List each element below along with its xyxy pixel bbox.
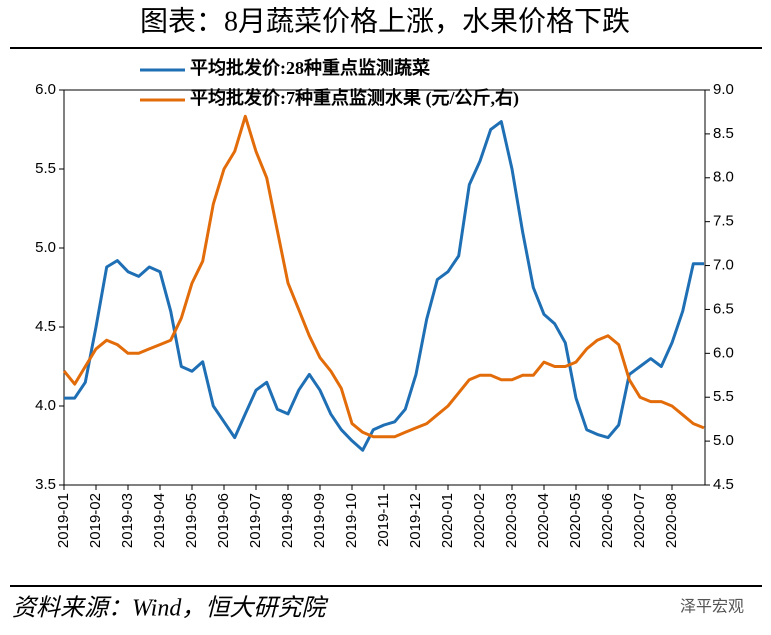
y2-tick-label: 6.5	[713, 300, 734, 317]
y2-tick-label: 6.0	[713, 344, 734, 361]
series-line	[62, 114, 705, 439]
y2-tick-label: 9.0	[713, 81, 734, 98]
source-note: 资料来源：Wind，恒大研究院	[12, 595, 329, 622]
x-tick-label: 2019-10	[343, 493, 360, 548]
y-tick-label: 3.5	[35, 476, 56, 493]
y2-tick-label: 8.5	[713, 125, 734, 142]
x-tick-label: 2019-12	[407, 493, 424, 548]
y-tick-label: 5.5	[35, 160, 56, 177]
x-tick-label: 2019-03	[119, 493, 136, 548]
y-tick-label: 6.0	[35, 81, 56, 98]
series-line	[64, 120, 704, 452]
y2-tick-label: 7.5	[713, 213, 734, 230]
watermark: 泽平宏观	[680, 598, 744, 616]
x-tick-label: 2019-11	[375, 493, 392, 547]
y-tick-label: 4.5	[35, 318, 56, 335]
legend-label: 平均批发价:28种重点监测蔬菜	[190, 57, 430, 78]
legend-label: 平均批发价:7种重点监测水果 (元/公斤,右)	[190, 87, 519, 109]
x-tick-label: 2019-09	[311, 493, 328, 548]
x-tick-label: 2019-06	[215, 493, 232, 548]
y2-tick-label: 5.0	[713, 432, 734, 449]
chart-title: 图表：8月蔬菜价格上涨，水果价格下跌	[140, 5, 630, 37]
x-tick-label: 2020-01	[439, 493, 456, 548]
x-tick-label: 2019-07	[247, 493, 264, 548]
x-tick-label: 2020-07	[631, 493, 648, 548]
y2-tick-label: 8.0	[713, 169, 734, 186]
x-tick-label: 2020-08	[663, 493, 680, 548]
x-tick-label: 2020-03	[503, 493, 520, 548]
x-tick-label: 2019-04	[151, 493, 168, 548]
x-tick-label: 2020-06	[599, 493, 616, 548]
x-tick-label: 2019-05	[183, 493, 200, 548]
x-tick-label: 2020-02	[471, 493, 488, 548]
x-tick-label: 2020-05	[567, 493, 584, 548]
y-tick-label: 5.0	[35, 239, 56, 256]
x-tick-label: 2019-08	[279, 493, 296, 548]
y-tick-label: 4.0	[35, 397, 56, 414]
y2-tick-label: 4.5	[713, 476, 734, 493]
x-tick-label: 2020-04	[535, 493, 552, 548]
x-tick-label: 2019-02	[87, 493, 104, 548]
x-tick-label: 2019-01	[55, 493, 72, 548]
y2-tick-label: 7.0	[713, 257, 734, 274]
y2-tick-label: 5.5	[713, 388, 734, 405]
